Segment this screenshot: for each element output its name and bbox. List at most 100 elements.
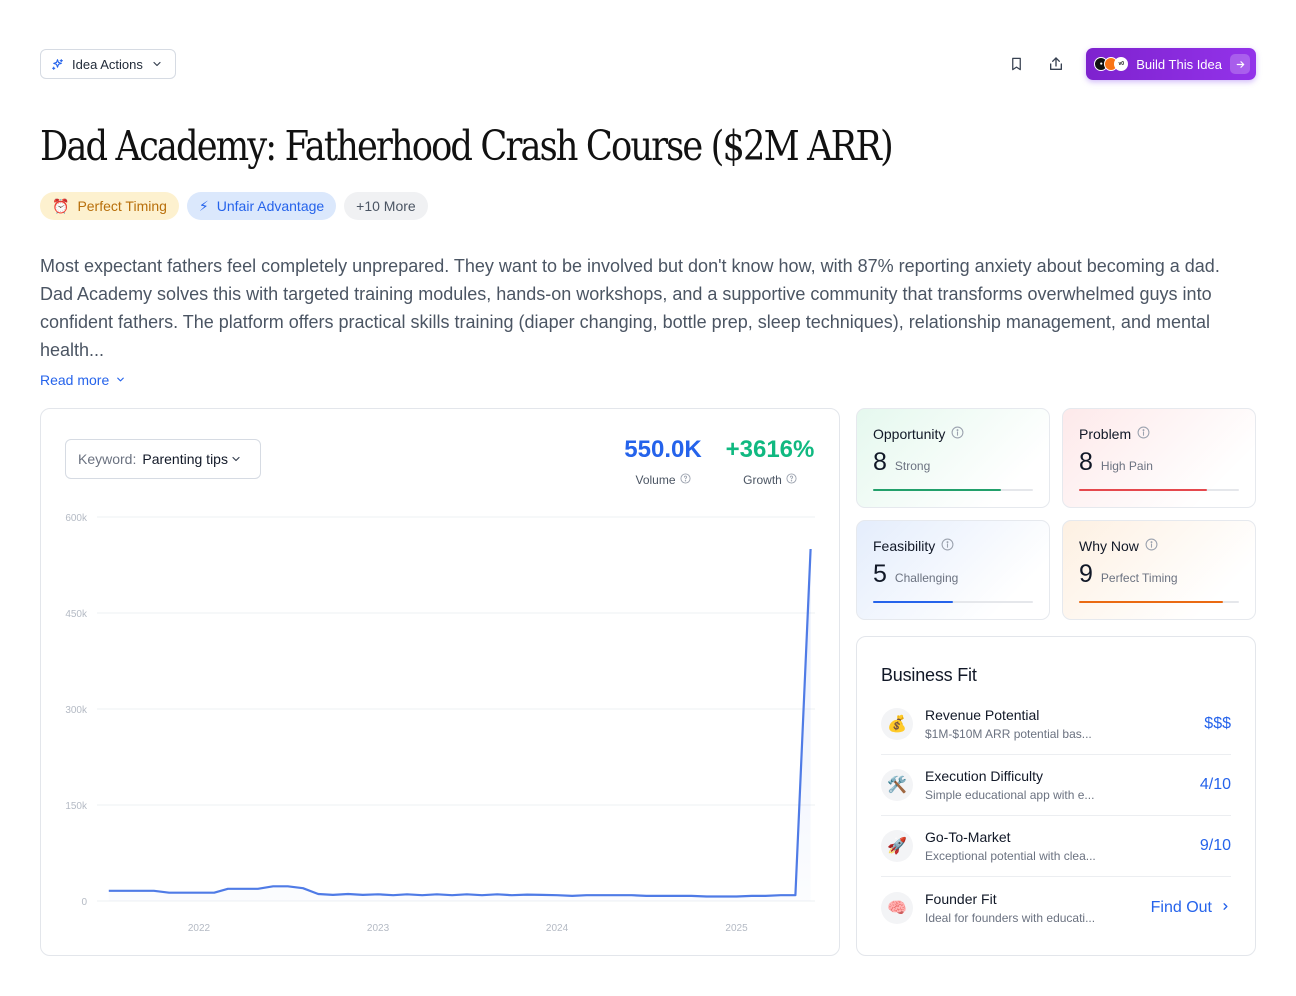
fit-item-desc: $1M-$10M ARR potential bas...	[925, 727, 1092, 741]
score-value: 5	[873, 560, 887, 588]
info-icon[interactable]	[1145, 538, 1158, 554]
fit-item-desc: Simple educational app with e...	[925, 788, 1095, 802]
logo-icon: v0	[1114, 57, 1129, 71]
fit-item-desc: Exceptional potential with clea...	[925, 849, 1096, 863]
volume-label: Volume	[635, 473, 676, 487]
keyword-select[interactable]: Keyword: Parenting tips	[65, 439, 261, 479]
x-tick-label: 2025	[725, 923, 748, 934]
x-tick-label: 2024	[546, 923, 569, 934]
fit-item-execution-difficulty[interactable]: 🛠️ Execution Difficulty Simple education…	[881, 755, 1231, 816]
y-tick-label: 450k	[65, 609, 88, 620]
tools-icon: 🛠️	[881, 769, 913, 801]
growth-label: Growth	[743, 473, 782, 487]
arrow-right-icon	[1230, 54, 1250, 74]
info-icon[interactable]	[941, 538, 954, 554]
score-note: Strong	[894, 459, 931, 473]
volume-stat: 550.0K Volume	[624, 435, 702, 487]
fit-item-score: 4/10	[1199, 776, 1231, 793]
share-icon[interactable]	[1046, 54, 1066, 74]
alarm-clock-icon: ⏰	[52, 197, 70, 214]
growth-value: +3616%	[725, 436, 815, 463]
find-out-link[interactable]: Find Out	[1151, 899, 1231, 917]
fit-item-founder-fit[interactable]: 🧠 Founder Fit Ideal for founders with ed…	[881, 877, 1231, 938]
idea-description: Most expectant fathers feel completely u…	[40, 256, 1220, 360]
read-more-link[interactable]: Read more	[40, 372, 126, 388]
tag-unfair-advantage[interactable]: ⚡ Unfair Advantage	[186, 192, 337, 220]
tag-label: +10 More	[356, 198, 416, 214]
build-this-idea-label: Build This Idea	[1136, 56, 1222, 72]
tag-list: ⏰ Perfect Timing ⚡ Unfair Advantage +10 …	[40, 192, 428, 220]
score-value: 8	[1079, 448, 1093, 476]
chevron-down-icon	[151, 58, 163, 70]
series-area	[108, 549, 811, 901]
score-label: Problem	[1079, 426, 1132, 442]
score-bar-fill	[1079, 489, 1207, 491]
business-fit-card: Business Fit 💰 Revenue Potential $1M-$10…	[856, 636, 1256, 956]
business-fit-title: Business Fit	[881, 665, 977, 685]
fit-item-go-to-market[interactable]: 🚀 Go-To-Market Exceptional potential wit…	[881, 816, 1231, 877]
fit-item-score: 9/10	[1199, 837, 1231, 854]
trend-chart-card: Keyword: Parenting tips 550.0K Volume +3…	[40, 408, 840, 956]
info-icon[interactable]	[1137, 426, 1150, 442]
score-bar	[873, 601, 1033, 603]
score-note: Perfect Timing	[1100, 571, 1178, 585]
fit-item-title: Revenue Potential	[925, 707, 1040, 723]
score-bar-fill	[1079, 601, 1223, 603]
build-this-idea-button[interactable]: ● v0 Build This Idea	[1086, 48, 1256, 80]
volume-value: 550.0K	[624, 436, 702, 463]
score-card-why-now[interactable]: Why Now 9 Perfect Timing	[1062, 520, 1256, 620]
score-note: High Pain	[1100, 459, 1153, 473]
help-icon[interactable]	[786, 473, 797, 487]
score-bar	[873, 489, 1033, 491]
score-label: Why Now	[1079, 538, 1139, 554]
y-tick-label: 0	[81, 897, 87, 908]
money-bag-icon: 💰	[881, 708, 913, 740]
score-bar-fill	[873, 601, 953, 603]
score-card-problem[interactable]: Problem 8 High Pain	[1062, 408, 1256, 508]
read-more-label: Read more	[40, 372, 110, 388]
score-label: Opportunity	[873, 426, 946, 442]
keyword-value: Parenting tips	[142, 451, 228, 467]
fit-item-title: Founder Fit	[925, 890, 997, 907]
fit-item-desc: Ideal for founders with educati...	[925, 910, 1096, 925]
help-icon[interactable]	[679, 473, 691, 487]
score-bar-fill	[873, 489, 1001, 491]
idea-actions-button[interactable]: Idea Actions	[40, 49, 176, 79]
tag-label: Perfect Timing	[77, 198, 167, 214]
brain-icon: 🧠	[881, 891, 913, 924]
x-tick-label: 2022	[188, 923, 211, 934]
rocket-icon: 🚀	[881, 830, 913, 862]
score-note: Challenging	[894, 571, 959, 585]
series-line	[108, 548, 812, 898]
score-bar	[1079, 489, 1239, 491]
score-value: 8	[873, 448, 887, 476]
fit-item-revenue-potential[interactable]: 💰 Revenue Potential $1M-$10M ARR potenti…	[881, 694, 1231, 755]
idea-actions-label: Idea Actions	[72, 56, 143, 72]
tag-label: Unfair Advantage	[216, 198, 325, 214]
chevron-down-icon	[115, 372, 126, 388]
bookmark-icon[interactable]	[1006, 54, 1026, 74]
growth-stat: +3616% Growth	[723, 435, 817, 487]
info-icon[interactable]	[951, 426, 964, 442]
score-bar	[1079, 601, 1239, 603]
x-tick-label: 2023	[367, 923, 390, 934]
fit-item-title: Execution Difficulty	[925, 768, 1044, 784]
tag-more-button[interactable]: +10 More	[344, 192, 428, 220]
tag-perfect-timing[interactable]: ⏰ Perfect Timing	[40, 192, 179, 220]
chevron-right-icon	[1220, 899, 1231, 917]
fit-item-title: Go-To-Market	[925, 829, 1011, 845]
sparkle-icon	[51, 58, 64, 71]
y-tick-label: 600k	[65, 513, 88, 524]
score-value: 9	[1079, 560, 1093, 588]
score-card-feasibility[interactable]: Feasibility 5 Challenging	[856, 520, 1050, 620]
fit-item-score: $$$	[1204, 715, 1231, 732]
keyword-label: Keyword:	[78, 451, 137, 467]
partner-logos: ● v0	[1094, 57, 1129, 71]
chevron-down-icon	[230, 453, 242, 465]
score-card-opportunity[interactable]: Opportunity 8 Strong	[856, 408, 1050, 508]
trend-chart: 0 150k 300k 450k 600k 2022 2023 2024 2025	[65, 513, 815, 934]
y-tick-label: 300k	[65, 705, 88, 716]
find-out-label: Find Out	[1150, 898, 1212, 916]
score-label: Feasibility	[873, 538, 936, 554]
y-tick-label: 150k	[65, 801, 88, 812]
